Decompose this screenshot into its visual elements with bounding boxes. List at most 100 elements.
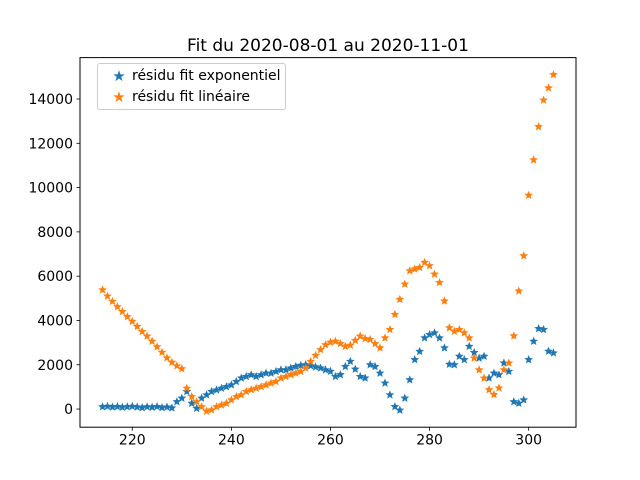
- data-point-star-icon: [103, 291, 112, 300]
- star-marker-icon: ★: [112, 66, 126, 85]
- data-point-star-icon: [445, 323, 454, 332]
- data-point-star-icon: [251, 383, 261, 392]
- data-point-star-icon: [479, 373, 489, 382]
- data-point-star-icon: [355, 371, 365, 381]
- data-point-star-icon: [286, 370, 296, 379]
- data-point-star-icon: [549, 348, 558, 357]
- data-point-star-icon: [296, 366, 306, 376]
- data-point-star-icon: [350, 335, 360, 345]
- data-point-star-icon: [425, 261, 434, 270]
- data-point-star-icon: [549, 70, 558, 79]
- data-point-star-icon: [459, 355, 469, 364]
- series-residu-fit-lineaire: [98, 70, 558, 415]
- data-point-star-icon: [207, 386, 216, 396]
- data-point-star-icon: [474, 365, 484, 374]
- data-point-star-icon: [241, 386, 251, 396]
- data-point-star-icon: [440, 296, 449, 305]
- data-point-star-icon: [231, 392, 241, 401]
- data-point-star-icon: [345, 356, 355, 366]
- x-tick-label: 260: [317, 433, 344, 449]
- data-point-star-icon: [539, 95, 548, 104]
- data-point-star-icon: [405, 266, 415, 275]
- data-point-star-icon: [435, 333, 444, 342]
- data-point-star-icon: [494, 383, 504, 392]
- data-point-star-icon: [132, 321, 142, 331]
- data-point-star-icon: [137, 403, 147, 412]
- data-point-star-icon: [375, 368, 385, 377]
- data-point-star-icon: [142, 402, 152, 411]
- y-tick-label: 6000: [37, 269, 73, 285]
- legend-item-lineaire: ★ résidu fit linéaire: [98, 87, 285, 108]
- data-point-star-icon: [494, 370, 504, 379]
- data-point-star-icon: [108, 402, 117, 411]
- data-point-star-icon: [529, 336, 539, 345]
- data-point-star-icon: [207, 405, 216, 414]
- data-point-star-icon: [405, 375, 415, 384]
- data-point-star-icon: [236, 373, 246, 382]
- data-point-star-icon: [484, 385, 494, 394]
- data-point-star-icon: [524, 190, 534, 200]
- data-point-star-icon: [445, 359, 454, 369]
- data-point-star-icon: [311, 362, 320, 371]
- data-point-star-icon: [127, 401, 137, 411]
- data-point-star-icon: [380, 378, 390, 387]
- data-point-star-icon: [534, 324, 543, 333]
- data-point-star-icon: [529, 155, 539, 164]
- data-point-star-icon: [222, 382, 231, 391]
- data-point-star-icon: [192, 403, 202, 413]
- data-point-star-icon: [108, 296, 117, 306]
- x-tick-label: 220: [119, 433, 146, 449]
- data-point-star-icon: [177, 364, 187, 373]
- data-point-star-icon: [172, 397, 182, 406]
- data-point-star-icon: [415, 262, 425, 272]
- data-point-star-icon: [464, 341, 474, 351]
- data-point-star-icon: [152, 342, 162, 351]
- data-point-star-icon: [514, 286, 524, 295]
- data-point-star-icon: [113, 402, 122, 411]
- data-point-star-icon: [380, 333, 390, 342]
- data-point-star-icon: [410, 355, 420, 364]
- data-point-star-icon: [370, 361, 380, 371]
- data-point-star-icon: [261, 368, 271, 377]
- data-point-star-icon: [469, 347, 479, 357]
- y-tick-label: 8000: [37, 225, 73, 241]
- data-point-star-icon: [326, 366, 335, 376]
- data-point-star-icon: [301, 363, 311, 372]
- data-point-star-icon: [98, 402, 107, 411]
- data-point-star-icon: [395, 405, 405, 414]
- data-point-star-icon: [286, 363, 296, 372]
- data-point-star-icon: [162, 353, 172, 362]
- data-point-star-icon: [321, 365, 330, 374]
- data-point-star-icon: [117, 307, 127, 316]
- x-tick-label: 300: [515, 433, 542, 449]
- data-point-star-icon: [385, 390, 395, 399]
- legend-label: résidu fit linéaire: [132, 88, 251, 105]
- data-point-star-icon: [197, 402, 207, 411]
- data-point-star-icon: [489, 390, 499, 399]
- data-point-star-icon: [217, 383, 226, 392]
- data-point-star-icon: [117, 402, 127, 411]
- data-point-star-icon: [509, 397, 519, 406]
- x-tick-label: 280: [416, 433, 443, 449]
- data-point-star-icon: [509, 331, 519, 340]
- data-point-star-icon: [316, 345, 325, 354]
- data-point-star-icon: [276, 365, 286, 374]
- y-tick-label: 14000: [28, 92, 73, 108]
- data-point-star-icon: [410, 264, 420, 273]
- data-point-star-icon: [350, 364, 360, 373]
- data-point-star-icon: [222, 398, 231, 407]
- data-point-star-icon: [162, 402, 172, 411]
- data-point-star-icon: [440, 343, 449, 352]
- data-point-star-icon: [499, 358, 509, 367]
- data-point-star-icon: [231, 376, 241, 386]
- data-point-star-icon: [212, 402, 221, 411]
- data-point-star-icon: [479, 351, 489, 361]
- data-point-star-icon: [157, 347, 167, 357]
- y-tick-label: 0: [64, 402, 73, 418]
- data-point-star-icon: [212, 385, 221, 394]
- data-point-star-icon: [236, 390, 246, 399]
- data-point-star-icon: [281, 365, 291, 374]
- data-point-star-icon: [127, 316, 137, 326]
- legend-label: résidu fit exponentiel: [132, 67, 281, 84]
